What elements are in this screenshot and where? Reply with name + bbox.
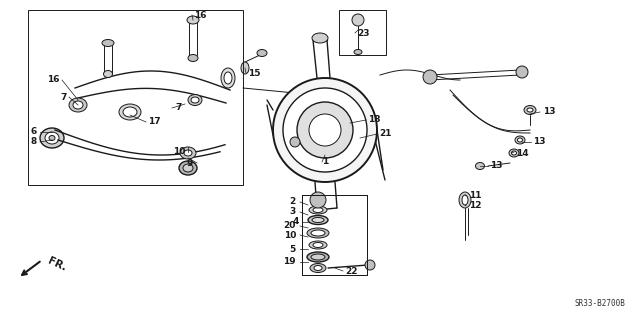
- Ellipse shape: [308, 216, 328, 225]
- Text: 3: 3: [290, 207, 296, 217]
- Bar: [28, 10, 243, 185]
- Ellipse shape: [257, 49, 267, 56]
- Ellipse shape: [102, 40, 114, 47]
- Text: 21: 21: [379, 130, 392, 138]
- Ellipse shape: [312, 33, 328, 43]
- Ellipse shape: [224, 72, 232, 84]
- Ellipse shape: [313, 207, 323, 212]
- Text: 10: 10: [173, 147, 185, 157]
- Text: 8: 8: [31, 137, 37, 146]
- Text: 13: 13: [490, 161, 502, 170]
- Text: 7: 7: [61, 93, 67, 101]
- Ellipse shape: [307, 252, 329, 262]
- Text: 2: 2: [290, 197, 296, 206]
- Text: 16: 16: [47, 76, 60, 85]
- Ellipse shape: [187, 16, 199, 24]
- Text: 7: 7: [175, 103, 181, 113]
- Ellipse shape: [312, 218, 324, 222]
- Circle shape: [273, 78, 377, 182]
- Ellipse shape: [527, 108, 533, 112]
- Text: 15: 15: [248, 69, 260, 78]
- Ellipse shape: [179, 161, 197, 175]
- Text: FR.: FR.: [46, 256, 68, 273]
- Text: 6: 6: [31, 128, 37, 137]
- Ellipse shape: [188, 94, 202, 106]
- Circle shape: [423, 70, 437, 84]
- Ellipse shape: [104, 70, 113, 78]
- Ellipse shape: [123, 107, 137, 117]
- Ellipse shape: [241, 62, 249, 74]
- Circle shape: [290, 137, 300, 147]
- Circle shape: [352, 14, 364, 26]
- Ellipse shape: [476, 162, 484, 169]
- Text: 4: 4: [292, 218, 299, 226]
- Text: 20: 20: [284, 221, 296, 231]
- Ellipse shape: [354, 49, 362, 55]
- Ellipse shape: [310, 263, 326, 272]
- Text: 11: 11: [469, 191, 481, 201]
- Ellipse shape: [221, 68, 235, 88]
- Circle shape: [310, 192, 326, 208]
- Ellipse shape: [49, 136, 55, 140]
- Text: 10: 10: [284, 231, 296, 240]
- Circle shape: [297, 102, 353, 158]
- Ellipse shape: [184, 150, 192, 156]
- Text: 22: 22: [345, 266, 358, 276]
- Ellipse shape: [183, 164, 193, 172]
- Ellipse shape: [309, 241, 327, 249]
- Ellipse shape: [309, 206, 327, 214]
- Ellipse shape: [69, 98, 87, 112]
- Bar: [302, 195, 367, 275]
- Text: 18: 18: [368, 115, 381, 124]
- Circle shape: [516, 66, 528, 78]
- Ellipse shape: [515, 136, 525, 144]
- Text: 1: 1: [322, 158, 328, 167]
- Circle shape: [283, 88, 367, 172]
- Ellipse shape: [462, 195, 468, 205]
- Bar: [339, 10, 386, 55]
- Ellipse shape: [191, 97, 199, 103]
- Bar: [302, 195, 367, 275]
- Ellipse shape: [311, 254, 325, 260]
- Ellipse shape: [313, 242, 323, 248]
- Text: 14: 14: [516, 149, 529, 158]
- Ellipse shape: [511, 151, 516, 155]
- Text: 17: 17: [148, 117, 161, 127]
- Text: 13: 13: [543, 108, 556, 116]
- Ellipse shape: [40, 128, 64, 148]
- Ellipse shape: [509, 149, 519, 157]
- Circle shape: [365, 260, 375, 270]
- Ellipse shape: [307, 228, 329, 238]
- Text: 23: 23: [357, 28, 369, 38]
- Circle shape: [309, 114, 341, 146]
- Text: 19: 19: [284, 257, 296, 266]
- Ellipse shape: [180, 147, 196, 159]
- Ellipse shape: [459, 192, 471, 208]
- Ellipse shape: [314, 265, 322, 271]
- Text: 13: 13: [533, 137, 545, 146]
- Ellipse shape: [188, 55, 198, 62]
- Text: 16: 16: [194, 11, 207, 19]
- Text: 12: 12: [469, 202, 481, 211]
- Ellipse shape: [518, 138, 522, 142]
- Ellipse shape: [45, 132, 59, 144]
- Text: 5: 5: [290, 244, 296, 254]
- Ellipse shape: [524, 106, 536, 115]
- Text: SR33-B2700B: SR33-B2700B: [574, 299, 625, 308]
- Ellipse shape: [311, 230, 325, 236]
- Ellipse shape: [73, 101, 83, 109]
- Ellipse shape: [119, 104, 141, 120]
- Text: 9: 9: [187, 159, 193, 167]
